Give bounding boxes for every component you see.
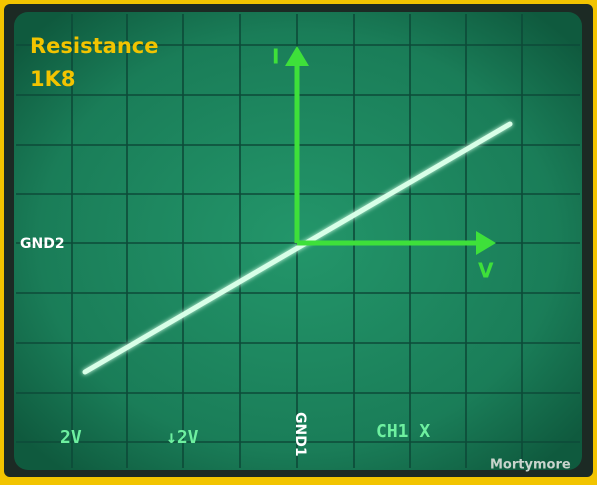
readout: 2V	[60, 427, 82, 448]
trace	[82, 121, 513, 375]
x-axis-label: V	[478, 259, 494, 283]
axes-arrows	[285, 46, 496, 255]
readout: ↓2V	[166, 427, 199, 448]
ground-label: GND2	[20, 236, 65, 252]
credit: Mortymore	[490, 458, 571, 473]
ground-label: GND1	[292, 412, 308, 457]
title: Resistance	[30, 34, 158, 58]
value-label: 1K8	[30, 67, 76, 91]
y-axis-label: I	[272, 45, 279, 69]
readout: CH1 X	[376, 421, 430, 442]
